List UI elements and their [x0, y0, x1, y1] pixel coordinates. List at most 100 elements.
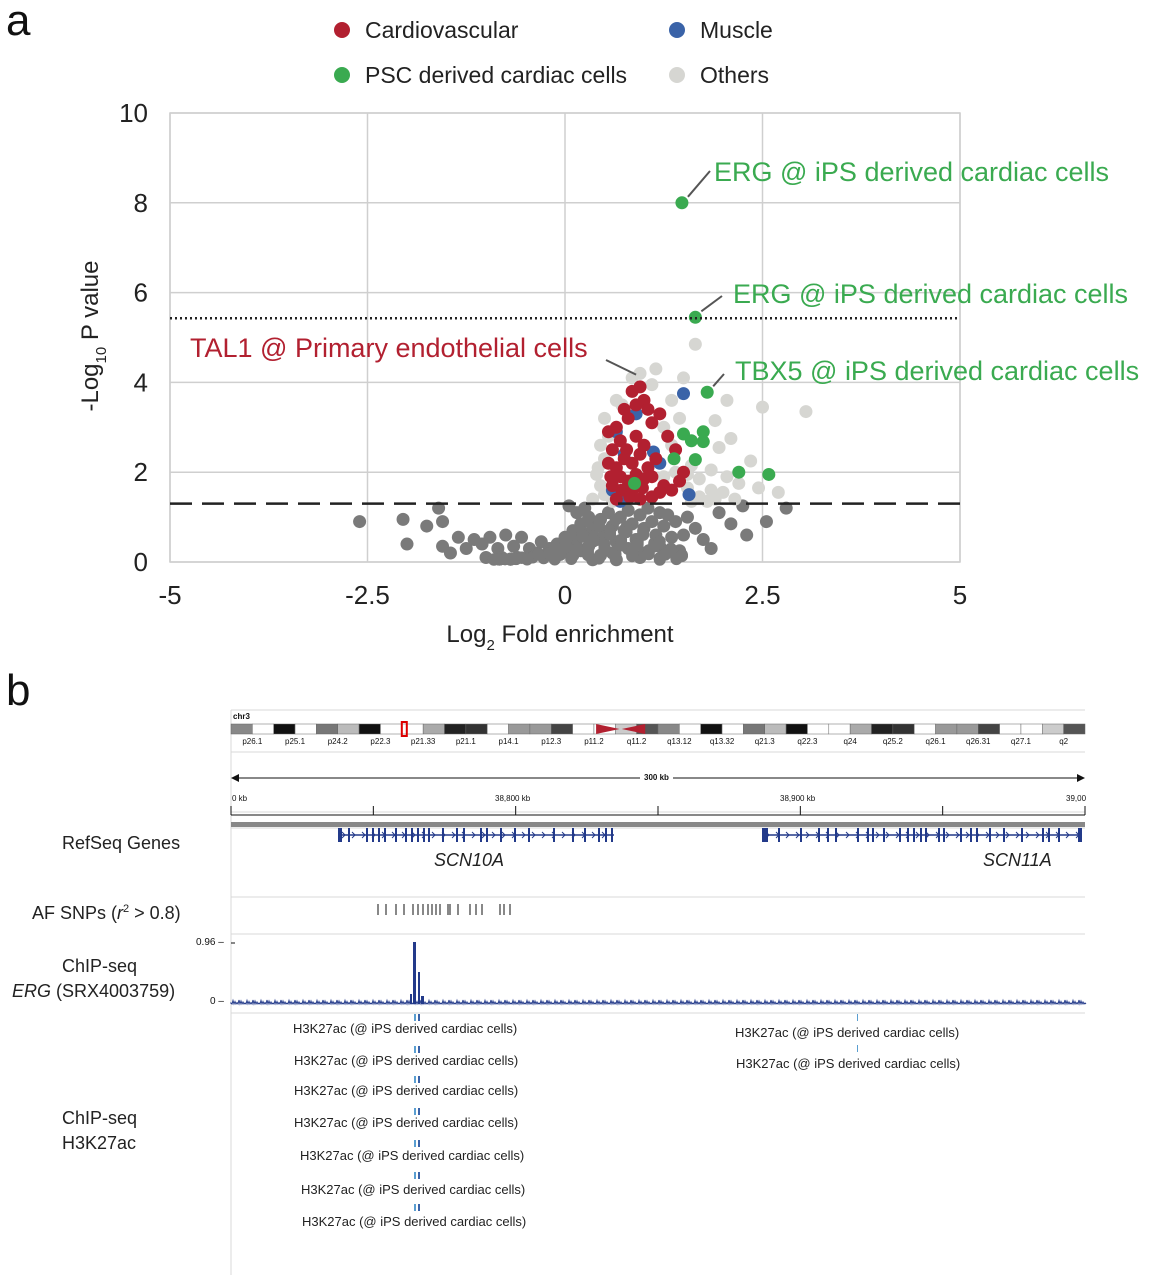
strand-arrow — [995, 831, 1000, 839]
bed-feature-mark — [414, 1046, 416, 1053]
nonsig-point — [609, 513, 622, 526]
data-point-psc-derived-cardiac-cells — [667, 452, 681, 466]
y-tick-label: 2 — [134, 457, 148, 487]
chipseq-signal-track — [230, 942, 1087, 1006]
nonsig-point — [451, 530, 465, 544]
gene-exon — [762, 828, 768, 842]
nonsig-point — [653, 535, 666, 548]
gene-exon — [486, 828, 488, 842]
gene-exon — [338, 828, 342, 842]
ideogram-band — [380, 723, 403, 735]
ideogram-band — [358, 723, 381, 735]
ideogram-band-label: q24 — [843, 737, 857, 746]
span-arrow-right — [1077, 774, 1085, 782]
data-point-cardiovascular — [613, 434, 627, 448]
data-point-cardiovascular — [665, 483, 679, 497]
gene-label-scn11a: SCN11A — [983, 850, 1052, 870]
data-point-others — [594, 479, 608, 493]
ideogram-band-label: q11.2 — [627, 737, 647, 746]
strand-arrow — [551, 831, 556, 839]
gene-exon — [883, 828, 885, 842]
data-point-cardiovascular — [625, 456, 639, 470]
data-point-others — [744, 454, 758, 468]
strand-arrow — [815, 831, 820, 839]
data-point-cardiovascular — [623, 490, 637, 504]
data-point-others — [771, 485, 785, 499]
strand-arrow — [845, 831, 850, 839]
legend-label: Others — [700, 62, 769, 88]
nonsig-point — [704, 542, 718, 556]
strand-arrow — [411, 831, 416, 839]
bed-feature-mark — [418, 1140, 420, 1147]
strand-arrow — [601, 831, 606, 839]
data-point-cardiovascular — [601, 425, 615, 439]
strand-arrow — [885, 831, 890, 839]
ideogram-band — [572, 723, 595, 735]
data-point-cardiovascular — [649, 452, 663, 466]
gene-exon — [943, 828, 945, 842]
data-point-cardiovascular — [641, 402, 655, 416]
chromosome-name: chr3 — [233, 712, 250, 721]
data-point-others — [756, 400, 769, 414]
refseq-gene-track — [338, 828, 1082, 842]
ideogram-band — [807, 723, 830, 735]
ideogram-band-label: q13.32 — [710, 737, 735, 746]
axis-ticks: -5 -2.5 0 2.5 5 0 2 4 6 8 10 — [119, 98, 967, 610]
data-point-cardiovascular — [653, 407, 667, 421]
annotation-leader — [605, 359, 637, 376]
strand-arrow — [371, 831, 376, 839]
data-point-psc-derived-cardiac-cells — [688, 453, 702, 467]
nonsig-point — [609, 552, 622, 565]
gene-exon — [976, 828, 978, 842]
strand-arrow — [1075, 831, 1080, 839]
bed-feature-label: H3K27ac (@ iPS derived cardiac cells) — [300, 1148, 525, 1163]
nonsig-point — [507, 539, 521, 553]
chip-h3-label-line2: H3K27ac — [62, 1133, 137, 1153]
snp-label-prefix: AF SNPs ( — [32, 903, 118, 923]
data-point-cardiovascular — [645, 416, 659, 430]
gene-exon — [605, 828, 607, 842]
bed-feature-label: H3K27ac (@ iPS derived cardiac cells) — [294, 1053, 519, 1068]
data-point-cardiovascular — [633, 447, 647, 461]
annotation-label: TAL1 @ Primary endothelial cells — [190, 333, 588, 363]
gene-exon — [989, 828, 991, 842]
bed-feature-mark — [857, 1045, 858, 1052]
bed-feature-mark — [418, 1204, 420, 1211]
ideogram-band — [764, 723, 787, 735]
strand-arrow — [955, 831, 960, 839]
data-point-cardiovascular — [604, 470, 618, 484]
ideogram-band — [551, 723, 573, 735]
x-tick-label: 0 — [558, 580, 572, 610]
snp-label-sup: 2 — [123, 903, 130, 915]
annotation-leader — [700, 295, 723, 313]
x-tick-label: 5 — [953, 580, 967, 610]
nonsig-point — [680, 510, 694, 524]
y-tick-label: 8 — [134, 188, 148, 218]
nonsig-point — [436, 515, 450, 529]
data-point-others — [708, 414, 722, 428]
gene-exon — [913, 828, 915, 842]
ideogram-band — [508, 723, 531, 735]
data-point-muscle — [682, 488, 696, 502]
gene-exon — [417, 828, 419, 842]
ideogram-band-label: p12.3 — [541, 737, 562, 746]
strand-arrow — [391, 831, 396, 839]
annotation-leader — [687, 170, 711, 198]
y-tick-label: 6 — [134, 278, 148, 308]
data-point-others — [688, 337, 702, 351]
nonsig-point — [696, 533, 710, 547]
data-point-psc-derived-cardiac-cells — [628, 476, 642, 490]
data-point-others — [598, 411, 611, 425]
chart-legend: Cardiovascular Muscle PSC derived cardiac … — [334, 17, 773, 88]
nonsig-point — [621, 503, 635, 517]
bed-feature-mark — [857, 1014, 858, 1021]
bed-feature-mark — [418, 1172, 420, 1179]
annotation-label: TBX5 @ iPS derived cardiac cells — [735, 356, 1139, 386]
strand-arrow — [785, 831, 790, 839]
strand-arrow — [905, 831, 910, 839]
nonsig-point — [565, 553, 578, 566]
ideogram-band — [465, 723, 488, 735]
x-axis-label-main: Log — [446, 621, 486, 648]
gene-exon — [1003, 828, 1005, 842]
